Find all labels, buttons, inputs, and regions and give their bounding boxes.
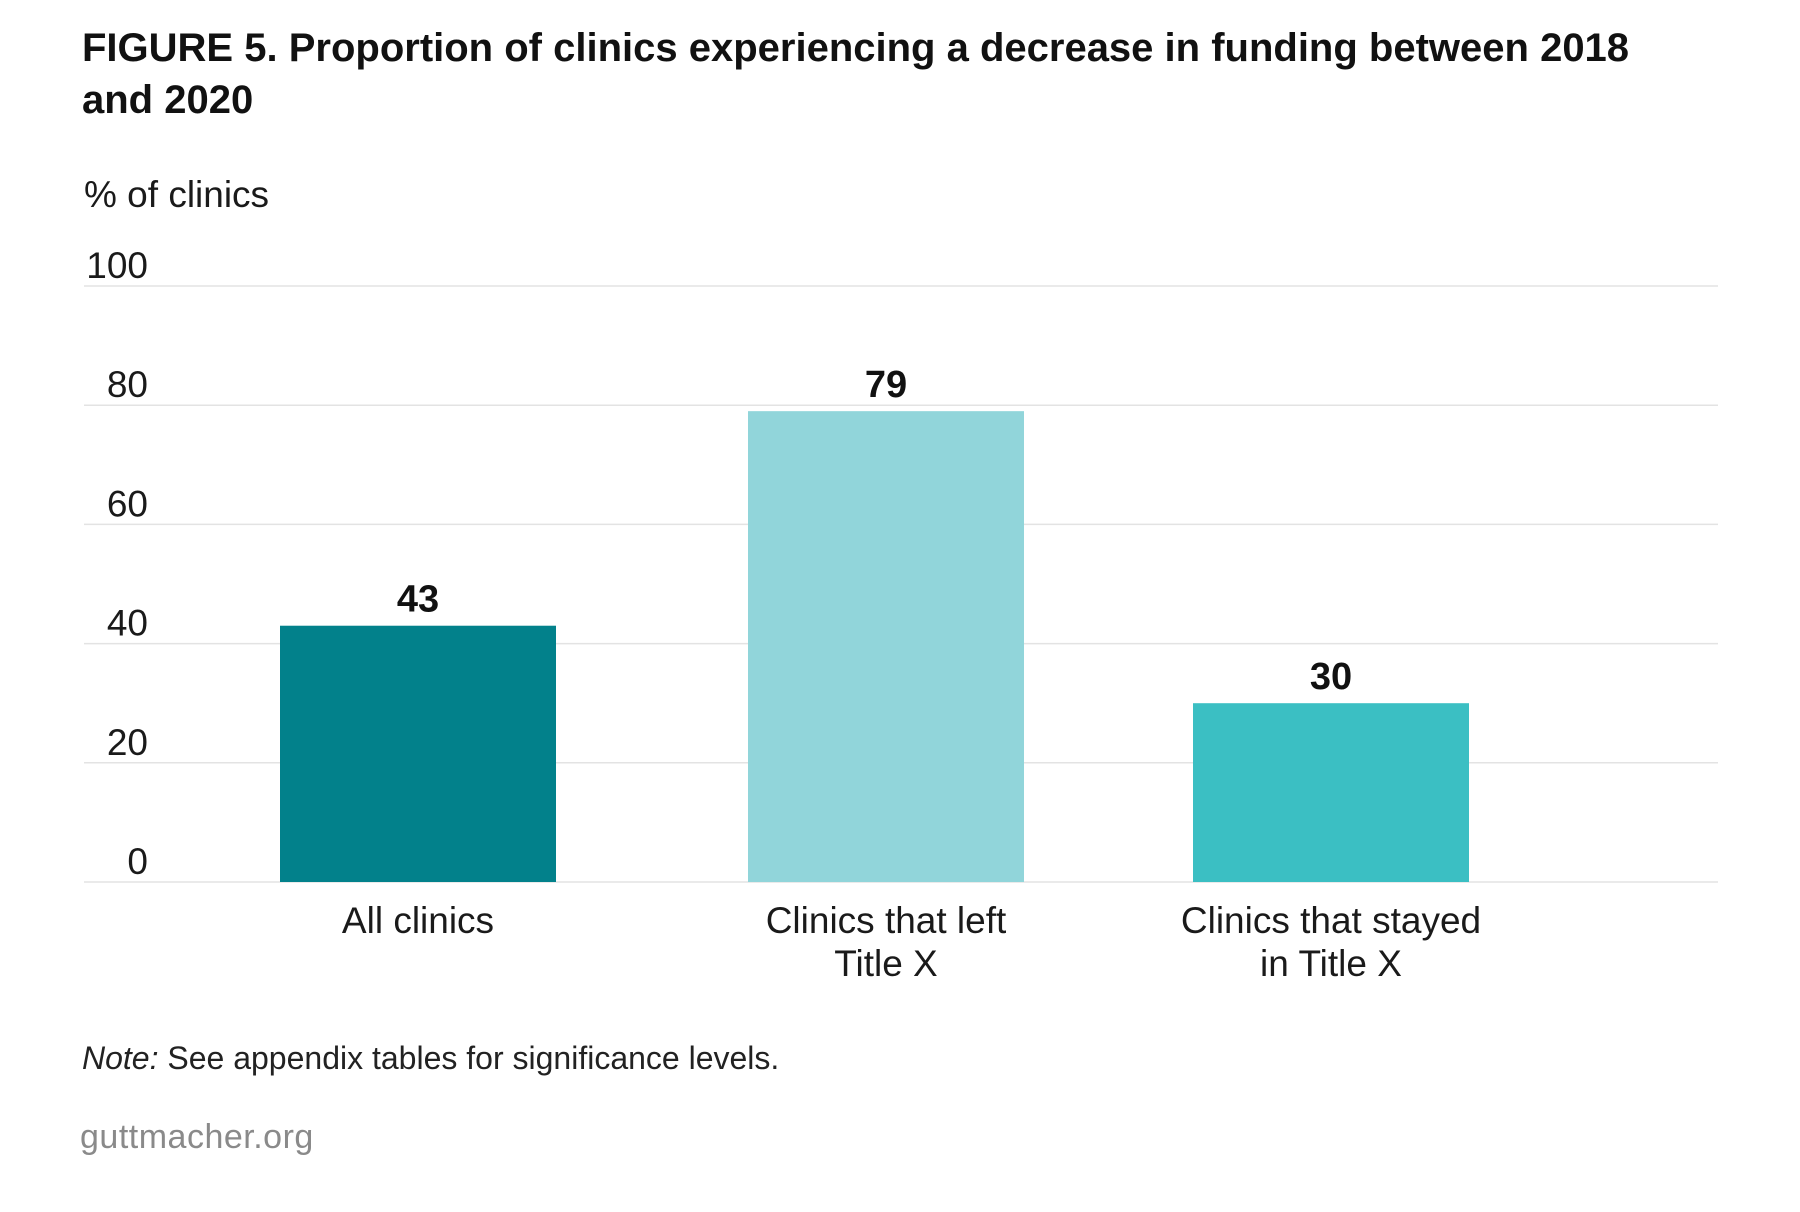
y-tick-label: 20: [107, 722, 148, 763]
data-label: 30: [1310, 656, 1352, 698]
bar-chart: % of clinics 0 20 40 60 80 100 43 79 30 All cli…: [84, 174, 1718, 984]
y-tick-label: 40: [107, 603, 148, 644]
y-axis-label: % of clinics: [84, 174, 269, 215]
x-tick-label: Clinics that stayed: [1181, 900, 1481, 941]
data-labels: 43 79 30: [397, 364, 1352, 698]
x-tick-label: in Title X: [1260, 943, 1402, 984]
bars: [280, 411, 1469, 882]
note: Note: See appendix tables for significan…: [82, 1040, 779, 1077]
source-credit: guttmacher.org: [80, 1118, 314, 1156]
x-tick-label: Clinics that left: [766, 900, 1007, 941]
y-tick-label: 100: [86, 245, 148, 286]
y-tick-label: 0: [127, 841, 148, 882]
y-axis-ticks: 0 20 40 60 80 100: [86, 245, 148, 882]
data-label: 79: [865, 364, 907, 406]
bar-1: [280, 625, 556, 882]
data-label: 43: [397, 579, 439, 621]
x-tick-label: Title X: [834, 943, 937, 984]
note-text: See appendix tables for significance lev…: [167, 1040, 780, 1076]
note-label: Note:: [82, 1040, 159, 1076]
chart-title: FIGURE 5. Proportion of clinics experien…: [82, 26, 1630, 122]
bar-2: [748, 411, 1024, 882]
bar-3: [1193, 703, 1469, 882]
y-tick-label: 60: [107, 483, 148, 524]
y-tick-label: 80: [107, 364, 148, 405]
x-tick-label: All clinics: [342, 900, 494, 941]
